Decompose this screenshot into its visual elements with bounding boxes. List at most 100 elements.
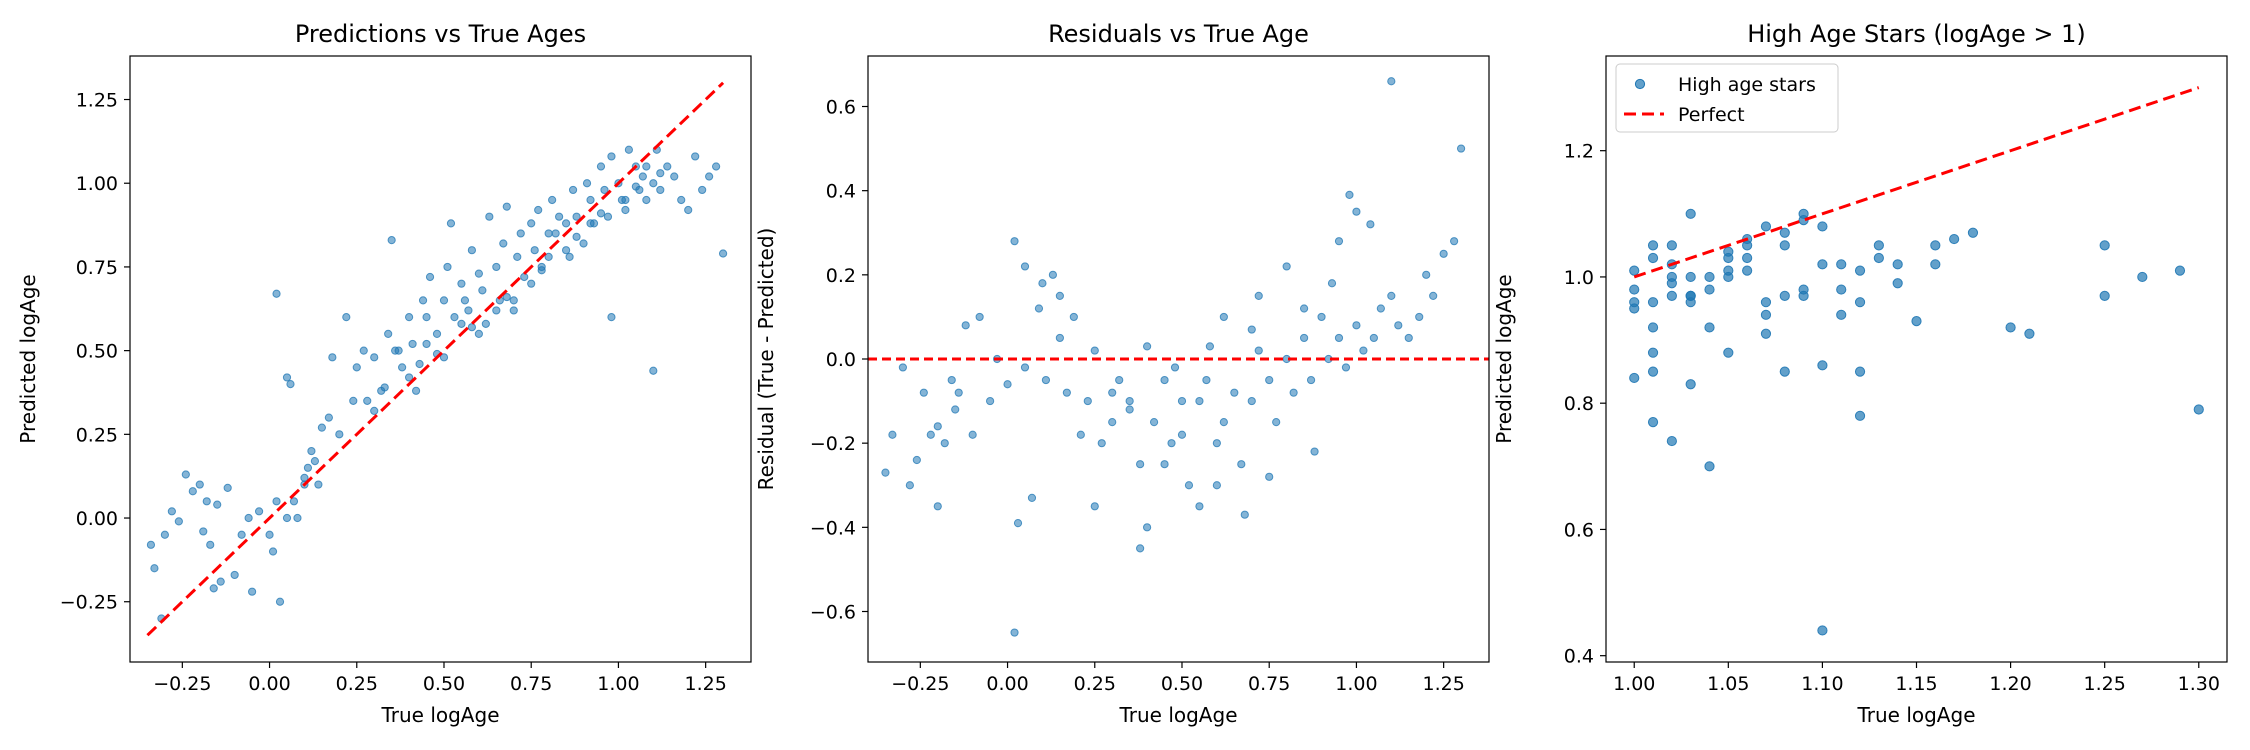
data-point: [1265, 472, 1274, 481]
data-point: [1265, 375, 1274, 385]
data-point: [1237, 460, 1246, 469]
data-point: [1387, 77, 1396, 86]
x-tick-label: 1.20: [1989, 673, 2031, 695]
data-point: [1010, 237, 1019, 246]
data-point: [422, 339, 431, 349]
data-point: [2005, 322, 2016, 333]
data-point: [418, 296, 428, 305]
data-point: [1647, 252, 1659, 264]
data-point: [600, 185, 609, 195]
data-point: [656, 169, 665, 178]
data-point: [888, 430, 897, 439]
data-point: [335, 430, 344, 439]
data-point: [2193, 404, 2204, 415]
data-point: [621, 205, 630, 215]
x-tick-label: 1.05: [1707, 673, 1749, 695]
data-point: [1629, 372, 1640, 384]
data-point: [951, 405, 960, 414]
data-point: [548, 195, 557, 205]
data-point: [1647, 417, 1659, 428]
x-tick-label: 0.25: [336, 673, 378, 695]
data-point: [1048, 270, 1058, 279]
data-point: [1230, 388, 1239, 397]
y-axis-label: Predicted logAge: [16, 274, 40, 443]
data-point: [1647, 322, 1659, 333]
data-point: [642, 162, 651, 171]
data-point: [586, 195, 595, 205]
data-point: [961, 321, 970, 330]
data-point: [572, 232, 581, 241]
data-point: [146, 540, 156, 549]
data-point: [520, 272, 529, 282]
data-point: [1299, 304, 1309, 313]
data-point: [718, 249, 728, 258]
data-point: [926, 430, 935, 439]
data-point: [1136, 460, 1145, 469]
panel-residuals-vs-true: Residuals vs True Age True logAge Residu…: [754, 20, 1490, 727]
data-point: [1779, 366, 1790, 377]
data-point: [1854, 366, 1866, 377]
data-point: [537, 266, 546, 275]
data-point: [394, 346, 403, 355]
data-point: [363, 396, 372, 405]
data-point: [2174, 265, 2186, 276]
data-point: [439, 296, 449, 305]
data-point: [310, 457, 320, 466]
data-point: [1817, 221, 1828, 232]
y-tick-label: 1.0: [1564, 267, 1594, 289]
data-point: [881, 468, 890, 477]
y-tick-label: 0.75: [76, 257, 118, 279]
x-axis-label: True logAge: [1856, 703, 1975, 727]
x-tick-label: 1.00: [597, 673, 639, 695]
y-tick-label: −0.6: [810, 602, 856, 624]
y-tick-label: 0.50: [76, 341, 118, 363]
data-point: [568, 185, 578, 195]
data-point: [561, 246, 571, 255]
data-point: [443, 262, 452, 272]
data-point: [1930, 240, 1941, 251]
data-point: [1666, 278, 1677, 289]
data-point: [527, 219, 536, 228]
data-point: [1911, 316, 1922, 327]
data-point: [663, 162, 672, 171]
data-point: [202, 497, 211, 506]
data-point: [1160, 460, 1169, 469]
data-point: [1027, 493, 1037, 502]
data-point: [1404, 333, 1413, 343]
data-point: [561, 219, 571, 228]
data-point: [1310, 447, 1319, 456]
x-tick-label: 0.50: [423, 673, 465, 695]
legend: High age stars Perfect: [1615, 63, 1839, 133]
legend-label: High age stars: [1678, 74, 1816, 96]
data-point: [1341, 363, 1351, 372]
data-point: [1254, 346, 1263, 355]
data-point: [705, 172, 714, 181]
data-point: [408, 339, 417, 349]
data-point: [457, 319, 466, 328]
data-point: [481, 319, 490, 328]
data-point: [289, 497, 299, 506]
data-point: [1202, 375, 1211, 385]
y-tick-label: 1.25: [76, 90, 118, 112]
chart-title: Predictions vs True Ages: [295, 20, 586, 48]
data-point: [167, 507, 176, 516]
data-point: [1873, 252, 1884, 264]
data-point: [478, 286, 487, 295]
data-point: [206, 540, 215, 549]
data-point: [1647, 240, 1659, 251]
y-tick-label: 1.2: [1564, 141, 1594, 163]
data-point: [1247, 396, 1256, 406]
data-point: [656, 185, 665, 195]
data-point: [209, 584, 218, 593]
data-point: [1892, 259, 1903, 270]
data-point: [1836, 259, 1847, 270]
data-point: [387, 236, 396, 245]
data-point: [603, 212, 613, 221]
data-point: [1376, 304, 1385, 313]
data-point: [579, 239, 588, 248]
data-point: [1090, 346, 1099, 355]
data-point: [1272, 418, 1281, 427]
data-point: [1160, 375, 1169, 385]
x-tick-label: 1.15: [1895, 673, 1937, 695]
data-point: [544, 229, 553, 238]
